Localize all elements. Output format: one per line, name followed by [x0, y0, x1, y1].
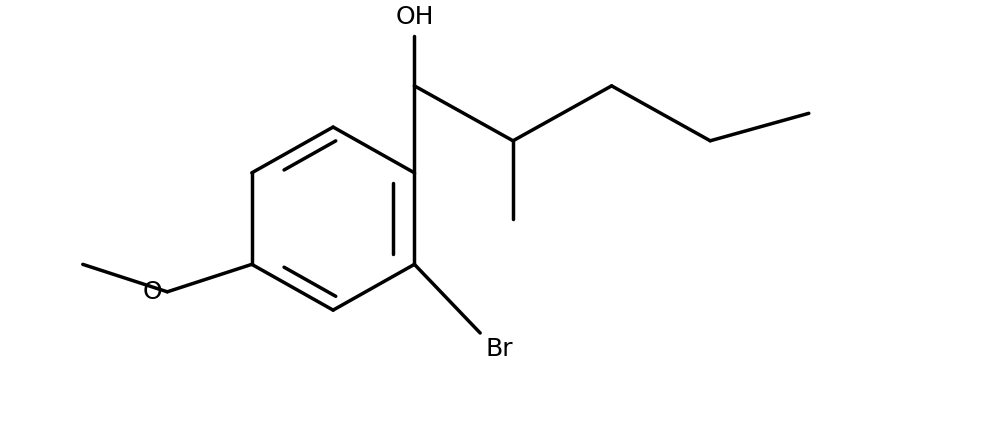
Text: OH: OH	[395, 5, 434, 29]
Text: Br: Br	[486, 337, 512, 361]
Text: O: O	[143, 280, 162, 304]
